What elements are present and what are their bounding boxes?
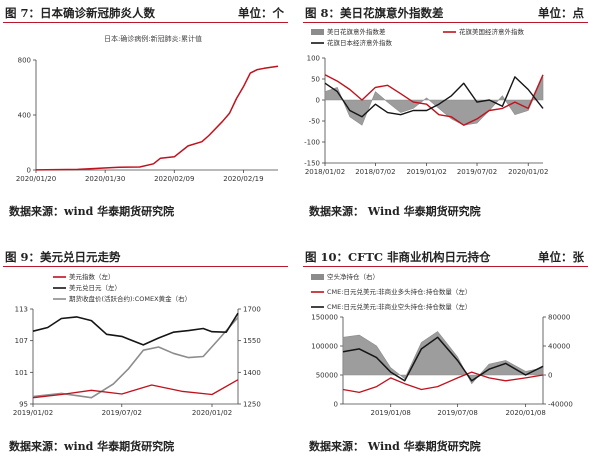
figure-9-header: 图 9：美元兑日元走势 bbox=[3, 247, 288, 267]
y-tick-label: 50000 bbox=[316, 372, 338, 380]
x-tick-label: 2019/07/08 bbox=[437, 409, 477, 417]
x-tick-label: 2019/07/02 bbox=[457, 168, 497, 176]
series-line bbox=[35, 65, 279, 171]
x-tick-label: 2020/01/20 bbox=[16, 175, 56, 183]
x-tick-label: 2020/01/30 bbox=[85, 175, 125, 183]
y-tick-label: 100 bbox=[307, 55, 320, 63]
series-area bbox=[342, 331, 544, 385]
legend-label: CME:日元兑美元:非商业多头持仓:持仓数量（左） bbox=[327, 287, 471, 296]
y-tick-label: 1250 bbox=[243, 401, 261, 409]
y-tick-label: -40000 bbox=[548, 401, 573, 409]
legend-swatch bbox=[311, 274, 324, 280]
x-tick-label: 2018/07/02 bbox=[355, 168, 395, 176]
series-line bbox=[32, 316, 239, 399]
legend-label: 花旗日本经济意外指数 bbox=[327, 38, 393, 47]
figure-8-header: 图 8：美日花旗意外指数差 单位：点 bbox=[303, 3, 588, 23]
figure-10-unit: 单位：张 bbox=[538, 250, 584, 264]
legend-label: 期货收盘价(活跃合约):COMEX黄金（右） bbox=[69, 294, 191, 303]
series-line bbox=[342, 336, 544, 382]
chart-subtitle: 日本:确诊病例:新冠肺炎:累计值 bbox=[104, 34, 202, 43]
legend-label: 空头净持仓（右） bbox=[327, 272, 379, 281]
y-tick-label: 1550 bbox=[243, 337, 261, 345]
y-tick-label: 1400 bbox=[243, 369, 261, 377]
figure-9-title: 图 9：美元兑日元走势 bbox=[5, 250, 121, 264]
series-area bbox=[324, 76, 544, 126]
x-tick-label: 2019/01/08 bbox=[371, 409, 411, 417]
x-tick-label: 2019/07/02 bbox=[102, 409, 142, 417]
legend-label: 花旗美国经济意外指数 bbox=[459, 27, 525, 36]
y-tick-label: 40000 bbox=[548, 343, 570, 351]
series-line bbox=[324, 74, 544, 126]
legend-label: 美元兑日元（左） bbox=[69, 283, 121, 292]
y-tick-label: -100 bbox=[304, 139, 320, 147]
x-tick-label: 2020/01/02 bbox=[192, 409, 232, 417]
y-tick-label: -50 bbox=[309, 118, 320, 126]
japan-covid-cases-chart: 日本:确诊病例:新冠肺炎:累计值 0 400 800 2020/01/20 2020/01… bbox=[16, 34, 279, 183]
legend-label: 美元指数（左） bbox=[69, 272, 115, 281]
y-tick-label: 400 bbox=[18, 112, 31, 120]
figure-7-title: 图 7：日本确诊新冠肺炎人数 bbox=[5, 6, 156, 20]
y-tick-label: 50 bbox=[311, 76, 320, 84]
legend-swatch bbox=[311, 29, 324, 35]
y-tick-label: 107 bbox=[15, 337, 28, 345]
cftc-yen-positions-chart: 空头净持仓（右） CME:日元兑美元:非商业多头持仓:持仓数量（左） CME:日元兑… bbox=[311, 272, 573, 417]
figure-10-source: 数据来源： Wind 华泰期货研究院 bbox=[309, 440, 481, 453]
series-line bbox=[32, 379, 239, 399]
y-tick-label: 150000 bbox=[311, 314, 338, 322]
x-tick-label: 2020/01/08 bbox=[505, 409, 545, 417]
y-tick-label: 0 bbox=[27, 167, 31, 175]
figure-7-unit: 单位：个 bbox=[238, 6, 284, 20]
x-tick-label: 2019/01/02 bbox=[13, 409, 53, 417]
usd-jpy-trend-chart: 美元指数（左） 美元兑日元（左） 期货收盘价(活跃合约):COMEX黄金（右） 95 1… bbox=[13, 272, 261, 417]
y-tick-label: 101 bbox=[15, 369, 28, 377]
x-tick-label: 2019/01/02 bbox=[406, 168, 446, 176]
legend-label: CME:日元兑美元:非商业空头持仓:持仓数量（左） bbox=[327, 302, 471, 311]
y-tick-label: 0 bbox=[316, 97, 320, 105]
legend-label: 美日花旗意外指数差 bbox=[327, 27, 386, 36]
figure-7-header: 图 7：日本确诊新冠肺炎人数 单位：个 bbox=[3, 3, 288, 23]
y-tick-label: 113 bbox=[15, 306, 28, 314]
y-tick-label: 1700 bbox=[243, 306, 261, 314]
y-tick-label: 100000 bbox=[311, 343, 338, 351]
x-tick-label: 2020/02/19 bbox=[223, 175, 263, 183]
figure-8-title: 图 8：美日花旗意外指数差 bbox=[305, 6, 444, 20]
series-line bbox=[342, 371, 544, 394]
y-tick-label: 0 bbox=[334, 401, 338, 409]
series-line bbox=[32, 312, 239, 346]
x-tick-label: 2020/01/02 bbox=[508, 168, 548, 176]
figure-9-source: 数据来源：wind 华泰期货研究院 bbox=[9, 440, 175, 453]
figure-8-source: 数据来源： Wind 华泰期货研究院 bbox=[309, 205, 481, 218]
y-tick-label: 800 bbox=[18, 57, 31, 65]
figure-8-unit: 单位：点 bbox=[538, 6, 584, 20]
y-tick-label: 80000 bbox=[548, 314, 570, 322]
y-tick-label: -150 bbox=[304, 160, 320, 168]
x-tick-label: 2020/02/09 bbox=[154, 175, 194, 183]
series-line bbox=[324, 76, 544, 118]
y-tick-label: 0 bbox=[548, 372, 552, 380]
figure-10-header: 图 10：CFTC 非商业机构日元持仓 单位：张 bbox=[303, 247, 588, 267]
y-tick-label: 95 bbox=[19, 401, 28, 409]
x-tick-label: 2018/01/02 bbox=[305, 168, 345, 176]
figure-7-source: 数据来源：wind 华泰期货研究院 bbox=[9, 205, 175, 218]
figure-10-title: 图 10：CFTC 非商业机构日元持仓 bbox=[305, 250, 491, 264]
